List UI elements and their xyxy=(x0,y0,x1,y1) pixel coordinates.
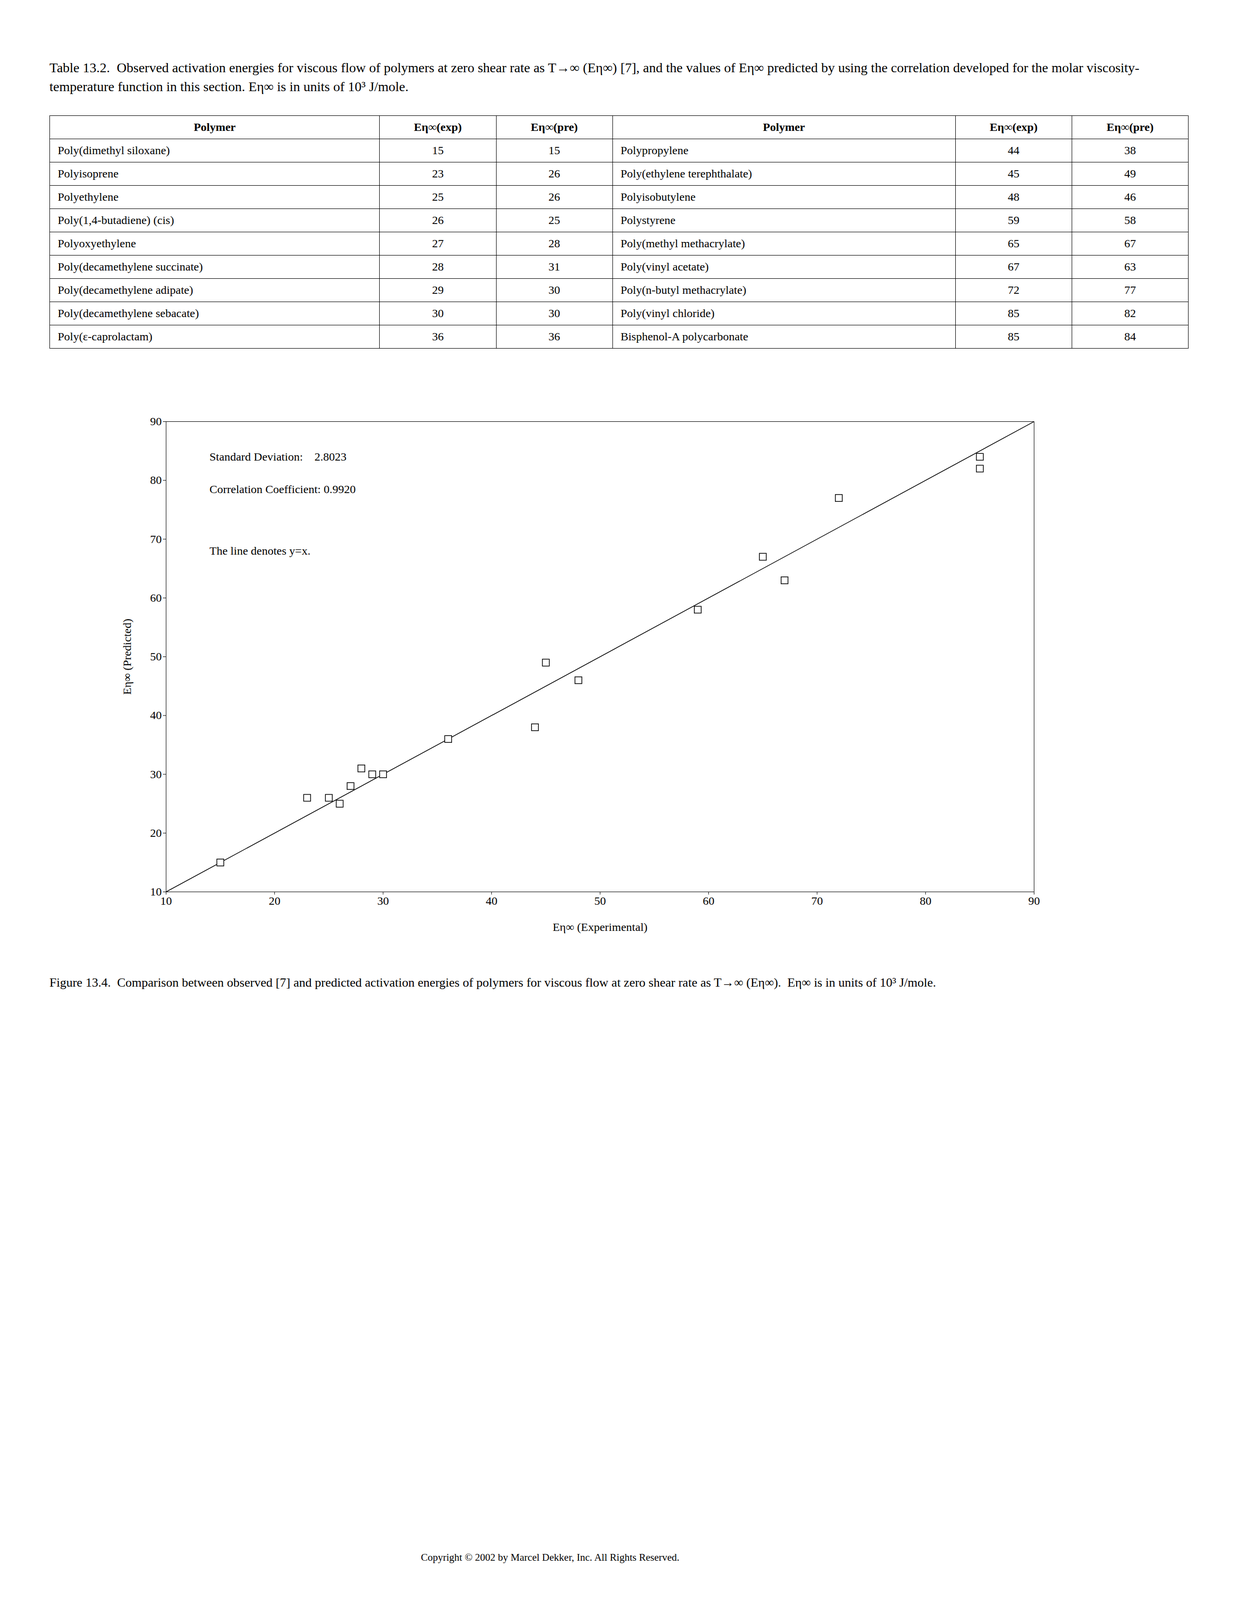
html-text:46: 46 xyxy=(1124,190,1136,204)
html-text:36: 36 xyxy=(548,330,561,344)
html-text:Eη∞(exp): Eη∞(exp) xyxy=(989,120,1038,134)
svg-text:20: 20 xyxy=(150,826,162,840)
html-text:Poly(decamethylene succinate): Poly(decamethylene succinate) xyxy=(57,260,203,274)
html-text:84: 84 xyxy=(1124,330,1136,344)
html-text:30: 30 xyxy=(548,307,561,320)
html-text:45: 45 xyxy=(1007,167,1020,181)
html-text:26: 26 xyxy=(548,167,561,181)
html-text:Poly(decamethylene sebacate): Poly(decamethylene sebacate) xyxy=(57,307,199,320)
html-text:63: 63 xyxy=(1124,260,1136,274)
svg-text:50: 50 xyxy=(594,894,607,908)
svg-text:40: 40 xyxy=(150,709,162,723)
html-text:28: 28 xyxy=(432,260,444,274)
svg-text:20: 20 xyxy=(268,894,281,908)
svg-text:90: 90 xyxy=(1028,894,1041,908)
svg-text:Standard Deviation: 2.8023: Standard Deviation: 2.8023 xyxy=(209,450,347,464)
html-text:Bisphenol-A polycarbonate: Bisphenol-A polycarbonate xyxy=(620,330,749,344)
html-text:44: 44 xyxy=(1007,144,1020,157)
html-text:25: 25 xyxy=(432,190,444,204)
html-text:72: 72 xyxy=(1007,283,1020,297)
html-text:Eη∞(pre): Eη∞(pre) xyxy=(1106,120,1154,134)
html-text:Poly(methyl methacrylate): Poly(methyl methacrylate) xyxy=(620,237,745,250)
html-text:Poly(vinyl acetate): Poly(vinyl acetate) xyxy=(620,260,709,274)
html-text:Polypropylene: Polypropylene xyxy=(620,144,689,157)
html-text:67: 67 xyxy=(1124,237,1136,250)
html-text:15: 15 xyxy=(548,144,561,157)
html-text:48: 48 xyxy=(1007,190,1020,204)
html-text:25: 25 xyxy=(548,214,561,227)
html-text:58: 58 xyxy=(1124,214,1136,227)
html-text:77: 77 xyxy=(1124,283,1136,297)
svg-text:10: 10 xyxy=(160,894,173,908)
html-text:28: 28 xyxy=(548,237,561,250)
html-text:Poly(1,4-butadiene) (cis): Poly(1,4-butadiene) (cis) xyxy=(57,214,175,227)
svg-text:The line denotes y=x.: The line denotes y=x. xyxy=(209,544,311,558)
html-text:Polyethylene: Polyethylene xyxy=(57,190,119,204)
html-text:Copyright © 2002 by Marcel Dek: Copyright © 2002 by Marcel Dekker, Inc. … xyxy=(420,1551,680,1564)
html-text:Poly(decamethylene adipate): Poly(decamethylene adipate) xyxy=(57,283,194,297)
html-text:Poly(dimethyl siloxane): Poly(dimethyl siloxane) xyxy=(57,144,170,157)
html-text:30: 30 xyxy=(432,307,444,320)
html-text:Polymer: Polymer xyxy=(193,120,236,134)
html-text:26: 26 xyxy=(548,190,561,204)
svg-text:70: 70 xyxy=(811,894,823,908)
html-text:Poly(ethylene terephthalate): Poly(ethylene terephthalate) xyxy=(620,167,753,181)
html-text:Polyoxyethylene: Polyoxyethylene xyxy=(57,237,136,250)
html-text:29: 29 xyxy=(432,283,444,297)
html-text:31: 31 xyxy=(548,260,561,274)
html-text:Poly(ε-caprolactam): Poly(ε-caprolactam) xyxy=(57,330,153,344)
html-text:Eη∞(exp): Eη∞(exp) xyxy=(413,120,462,134)
svg-text:40: 40 xyxy=(485,894,498,908)
svg-text:10: 10 xyxy=(150,885,162,899)
html-text:65: 65 xyxy=(1007,237,1020,250)
svg-text:50: 50 xyxy=(150,650,162,664)
html-text:82: 82 xyxy=(1124,307,1136,320)
svg-text:30: 30 xyxy=(150,768,162,781)
svg-text:90: 90 xyxy=(150,415,162,429)
svg-text:80: 80 xyxy=(150,474,162,487)
svg-text:30: 30 xyxy=(377,894,389,908)
svg-text:60: 60 xyxy=(150,591,162,605)
html-text:26: 26 xyxy=(432,214,444,227)
html-text:Polyisobutylene: Polyisobutylene xyxy=(620,190,696,204)
html-text:Polyisoprene: Polyisoprene xyxy=(57,167,119,181)
svg-text:60: 60 xyxy=(702,894,715,908)
html-text:Poly(vinyl chloride): Poly(vinyl chloride) xyxy=(620,307,715,320)
html-text:85: 85 xyxy=(1007,307,1020,320)
svg-text:Eη∞ (Experimental): Eη∞ (Experimental) xyxy=(552,920,648,934)
html-text:Eη∞(pre): Eη∞(pre) xyxy=(530,120,578,134)
html-text:Poly(n-butyl methacrylate): Poly(n-butyl methacrylate) xyxy=(620,283,747,297)
html-text:27: 27 xyxy=(432,237,444,250)
svg-text:70: 70 xyxy=(150,532,162,546)
html-text:38: 38 xyxy=(1124,144,1136,157)
html-text:15: 15 xyxy=(432,144,444,157)
html-text:49: 49 xyxy=(1124,167,1136,181)
svg-text:80: 80 xyxy=(919,894,932,908)
html-text:67: 67 xyxy=(1007,260,1020,274)
svg-text:Eη∞ (Predicted): Eη∞ (Predicted) xyxy=(120,618,134,695)
html-text:30: 30 xyxy=(548,283,561,297)
html-text:Figure 13.4. Comparison betwee: Figure 13.4. Comparison between observed… xyxy=(49,975,937,990)
html-text:Polystyrene: Polystyrene xyxy=(620,214,676,227)
svg-text:Correlation Coefficient: 0.992: Correlation Coefficient: 0.9920 xyxy=(209,483,356,497)
html-text:36: 36 xyxy=(432,330,444,344)
html-text:Table 13.2. Observed activatio: Table 13.2. Observed activation energies… xyxy=(49,60,1140,95)
html-text:Polymer: Polymer xyxy=(762,120,805,134)
html-text:85: 85 xyxy=(1007,330,1020,344)
html-text:23: 23 xyxy=(432,167,444,181)
html-text:59: 59 xyxy=(1007,214,1020,227)
